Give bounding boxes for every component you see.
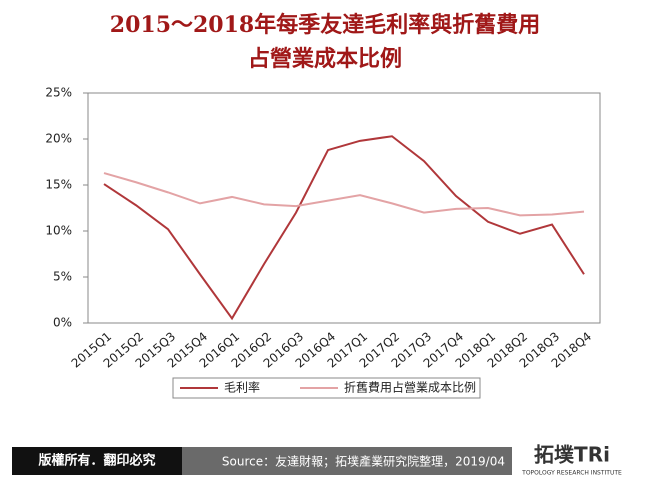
y-tick-label: 5% [53, 270, 72, 284]
y-tick-label: 0% [53, 316, 72, 330]
series-line [103, 172, 585, 217]
y-tick-label: 10% [45, 224, 72, 238]
legend-label: 毛利率 [224, 380, 260, 395]
y-tick-label: 25% [45, 86, 72, 100]
legend-label: 折舊費用占營業成本比例 [344, 380, 476, 395]
logo-sub: TOPOLOGY RESEARCH INSTITUTE [521, 470, 622, 477]
footer-mid [182, 447, 512, 475]
y-tick-label: 20% [45, 132, 72, 146]
footer-left [12, 447, 182, 475]
source: Source：友達財報；拓墣產業研究院整理，2019/04 [222, 454, 505, 469]
logo: 拓墣TRi [534, 443, 610, 467]
chart-title: 2015～2018年每季友達毛利率與折舊費用 [110, 12, 540, 38]
copyright: 版權所有．翻印必究 [38, 453, 155, 469]
y-tick-label: 15% [45, 178, 72, 192]
chart-title: 占營業成本比例 [248, 46, 402, 72]
series-line [103, 135, 585, 321]
plot-frame [87, 92, 601, 324]
